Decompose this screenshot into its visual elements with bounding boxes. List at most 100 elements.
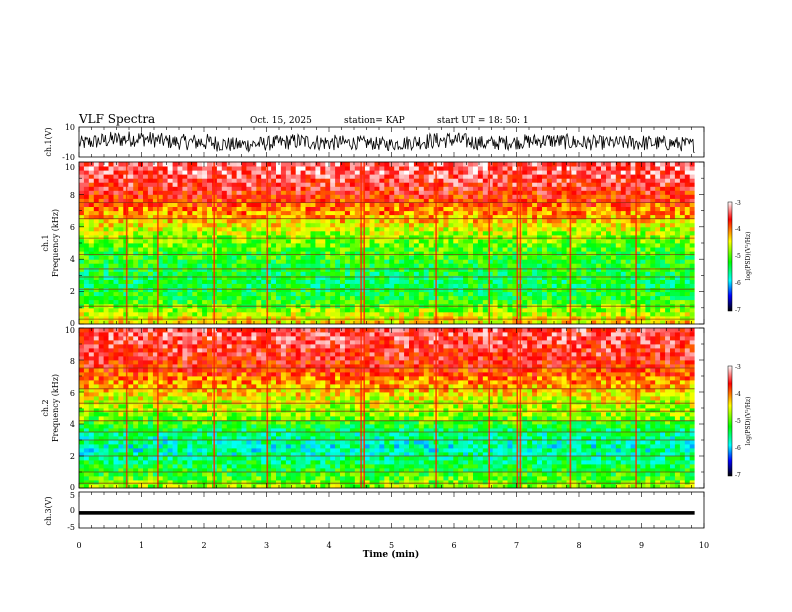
spectrogram-cell [305, 299, 311, 305]
spectrogram-cell [463, 275, 469, 280]
spectrogram-cell [172, 238, 178, 244]
spectrogram-cell [684, 291, 691, 297]
spectrogram-cell [448, 202, 454, 207]
spectrogram-cell [157, 190, 164, 195]
spectrogram-cell [300, 222, 306, 228]
spectrogram-cell [399, 267, 405, 272]
spectrogram-cell [497, 178, 503, 183]
spectrogram-cell [684, 202, 691, 207]
spectrogram-cell [369, 263, 375, 268]
spectrogram-cell [625, 295, 631, 301]
spectrogram-cell [532, 170, 538, 175]
spectrogram-cell [187, 194, 193, 199]
spectrogram-cell [458, 226, 464, 232]
spectrogram-cell [487, 218, 494, 224]
spectrogram-cell [453, 275, 459, 280]
spectrogram-cell [423, 206, 430, 212]
spectrogram-cell [492, 202, 498, 207]
spectrogram-cell [88, 238, 95, 244]
spectrogram-cell [79, 259, 85, 264]
spectrogram-cell [315, 174, 321, 179]
spectrogram-cell [522, 222, 528, 228]
spectrogram-cell [507, 230, 513, 236]
spectrogram-cell [167, 279, 173, 284]
spectrogram-cell [187, 182, 193, 187]
spectrogram-cell [635, 319, 641, 325]
spectrogram-cell [418, 182, 425, 187]
spectrogram-cell [251, 190, 257, 195]
spectrogram-cell [113, 291, 119, 297]
spectrogram-cell [645, 234, 651, 240]
spectrogram-cell [236, 291, 242, 297]
spectrogram-cell [650, 214, 656, 220]
spectrogram-cell [645, 226, 651, 232]
spectrogram-cell [482, 218, 489, 224]
spectrogram-cell [364, 178, 370, 183]
spectrogram-cell [502, 226, 508, 232]
spectrogram-cell [152, 198, 159, 203]
spectrogram-cell [399, 178, 405, 183]
spectrogram-cell [280, 202, 287, 207]
spectrogram-cell [428, 255, 434, 260]
spectrogram-cell [670, 263, 676, 268]
spectrogram-cell [374, 315, 380, 321]
spectrogram-cell [630, 230, 636, 236]
spectrogram-cell [172, 190, 178, 195]
spectrogram-cell [369, 190, 375, 195]
spectrogram-cell [610, 218, 617, 224]
spectrogram-cell [394, 267, 400, 272]
spectrogram-cell [113, 315, 119, 321]
spectrogram-cell [670, 291, 676, 297]
spectrogram-cell [192, 295, 198, 301]
spectrogram-cell [202, 267, 208, 272]
spectrogram-cell [330, 307, 336, 313]
spectrogram-cell [522, 295, 528, 301]
spectrogram-cell [88, 287, 95, 293]
spectrogram-cell [610, 198, 617, 203]
spectrogram-cell [448, 279, 454, 284]
spectrogram-cell [98, 174, 104, 179]
spectrogram-cell [335, 307, 341, 313]
spectrogram-cell [630, 218, 636, 224]
spectrogram-cell [399, 226, 405, 232]
spectrogram-cell [689, 319, 695, 325]
spectrogram-cell [276, 283, 282, 288]
spectrogram-cell [197, 271, 203, 276]
spectrogram-cell [147, 218, 154, 224]
spectrogram-cell [231, 206, 237, 212]
spectrogram-cell [310, 234, 316, 240]
spectrogram-cell [606, 206, 612, 212]
spectrogram-cell [532, 238, 538, 244]
spectrogram-cell [93, 295, 100, 301]
spectrogram-cell [502, 315, 508, 321]
spectrogram-cell [285, 255, 292, 260]
spectrogram-cell [630, 283, 636, 288]
spectrogram-cell [354, 222, 361, 228]
spectrogram-cell [418, 178, 425, 183]
spectrogram-cell [143, 259, 149, 264]
spectrogram-cell [640, 263, 646, 268]
spectrogram-cell [128, 182, 134, 187]
spectrogram-cell [497, 182, 503, 187]
spectrogram-cell [93, 230, 100, 236]
spectrogram-cell [79, 214, 85, 220]
spectrogram-cell [261, 222, 267, 228]
spectrogram-cell [79, 202, 85, 207]
spectrogram-cell [601, 295, 607, 301]
spectrogram-cell [532, 271, 538, 276]
spectrogram-cell [576, 222, 582, 228]
spectrogram-cell [610, 315, 617, 321]
spectrogram-cell [428, 194, 434, 199]
spectrogram-cell [162, 178, 168, 183]
spectrogram-cell [660, 230, 666, 236]
spectrogram-cell [610, 210, 617, 216]
spectrogram-cell [354, 186, 361, 191]
spectrogram-cell [482, 210, 489, 216]
spectrogram-cell [108, 283, 114, 288]
spectrogram-cell [473, 307, 479, 313]
spectrogram-cell [133, 194, 139, 199]
spectrogram-cell [182, 218, 188, 224]
spectrogram-cell [103, 194, 109, 199]
spectrogram-cell [364, 182, 370, 187]
spectrogram-cell [236, 178, 242, 183]
